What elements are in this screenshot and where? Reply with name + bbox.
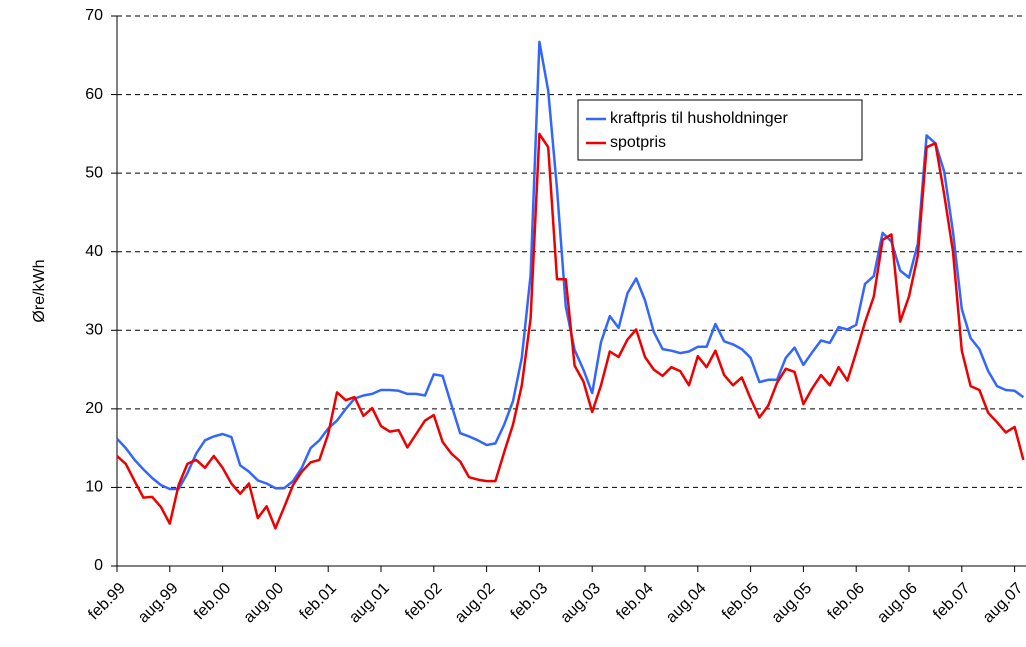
legend-label: spotpris <box>610 134 666 151</box>
series-line <box>116 132 1025 530</box>
x-tick-label: feb.07 <box>930 580 974 624</box>
y-tick-label: 40 <box>85 243 103 260</box>
series-line <box>116 40 1025 491</box>
y-tick-label: 30 <box>85 322 103 339</box>
legend-label: kraftpris til husholdninger <box>610 110 789 127</box>
x-tick-label: aug.04 <box>663 580 710 627</box>
x-tick-label: feb.06 <box>825 580 869 624</box>
x-tick-label: aug.07 <box>980 580 1026 627</box>
x-tick-label: aug.02 <box>452 580 499 627</box>
x-tick-label: feb.04 <box>613 580 657 624</box>
x-tick-label: feb.03 <box>508 580 552 624</box>
y-axis-label: Øre/kWh <box>31 259 48 322</box>
y-tick-label: 0 <box>94 557 103 574</box>
x-tick-label: feb.99 <box>85 580 129 624</box>
y-tick-label: 50 <box>85 164 103 181</box>
y-tick-label: 20 <box>85 400 103 417</box>
x-tick-label: aug.99 <box>135 580 182 627</box>
x-tick-label: feb.00 <box>191 580 235 624</box>
x-tick-label: feb.02 <box>402 580 446 624</box>
y-tick-label: 70 <box>85 7 103 24</box>
legend-box <box>577 99 863 161</box>
x-tick-label: feb.05 <box>719 580 763 624</box>
x-tick-label: aug.05 <box>769 580 816 627</box>
x-tick-label: aug.06 <box>874 580 921 627</box>
x-tick-label: aug.01 <box>346 580 393 627</box>
y-tick-label: 60 <box>85 86 103 103</box>
y-tick-label: 10 <box>85 479 103 496</box>
x-tick-label: feb.01 <box>297 580 341 624</box>
x-tick-label: aug.00 <box>241 580 288 627</box>
x-tick-label: aug.03 <box>557 580 604 627</box>
